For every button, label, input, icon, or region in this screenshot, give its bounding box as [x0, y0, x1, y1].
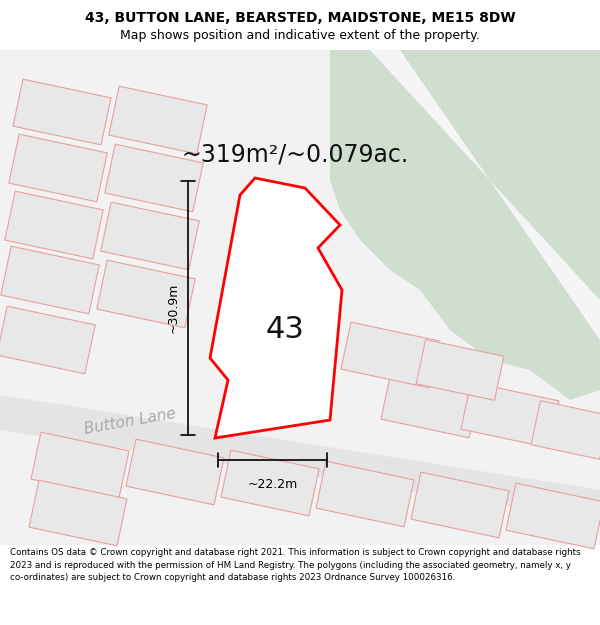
Text: Contains OS data © Crown copyright and database right 2021. This information is : Contains OS data © Crown copyright and d… — [10, 548, 581, 582]
Polygon shape — [0, 306, 95, 374]
Text: Map shows position and indicative extent of the property.: Map shows position and indicative extent… — [120, 29, 480, 42]
Polygon shape — [126, 439, 224, 505]
Polygon shape — [506, 483, 600, 549]
Polygon shape — [411, 472, 509, 538]
Polygon shape — [31, 432, 129, 498]
Polygon shape — [0, 395, 600, 520]
Polygon shape — [5, 191, 103, 259]
Text: 43, BUTTON LANE, BEARSTED, MAIDSTONE, ME15 8DW: 43, BUTTON LANE, BEARSTED, MAIDSTONE, ME… — [85, 11, 515, 25]
Polygon shape — [29, 480, 127, 546]
Polygon shape — [316, 461, 414, 527]
Polygon shape — [13, 79, 111, 145]
Polygon shape — [360, 50, 600, 340]
Polygon shape — [330, 50, 600, 400]
Text: ~319m²/~0.079ac.: ~319m²/~0.079ac. — [181, 143, 409, 167]
Polygon shape — [221, 450, 319, 516]
Polygon shape — [531, 401, 600, 459]
Text: ~22.2m: ~22.2m — [247, 478, 298, 491]
Polygon shape — [416, 339, 504, 401]
Bar — [0, 50, 600, 545]
Polygon shape — [109, 86, 207, 154]
Polygon shape — [9, 134, 107, 202]
Polygon shape — [341, 322, 439, 388]
Polygon shape — [97, 260, 195, 328]
Text: 43: 43 — [266, 316, 304, 344]
Polygon shape — [105, 144, 203, 212]
Polygon shape — [101, 202, 199, 270]
Text: Button Lane: Button Lane — [83, 406, 177, 437]
Polygon shape — [381, 372, 479, 438]
Polygon shape — [1, 246, 99, 314]
Polygon shape — [210, 178, 342, 438]
Polygon shape — [461, 382, 559, 448]
Text: ~30.9m: ~30.9m — [167, 282, 180, 333]
